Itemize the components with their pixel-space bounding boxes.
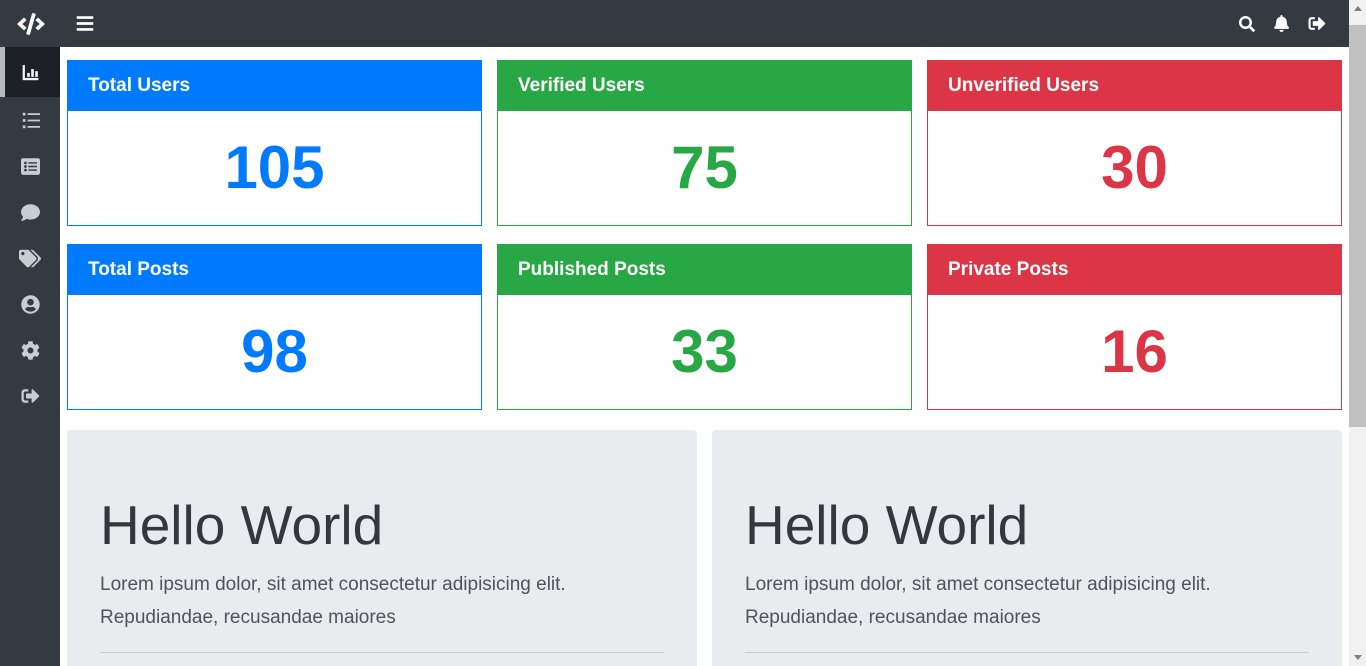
vertical-scrollbar[interactable]: [1349, 0, 1366, 666]
stat-card-body: 105: [68, 111, 481, 225]
stat-card-body: 30: [928, 111, 1341, 225]
stat-card-value: 98: [241, 318, 308, 385]
bars-icon: [75, 14, 95, 33]
list-icon: [21, 111, 40, 130]
brand-logo[interactable]: [17, 12, 45, 35]
jumbotron-lead: Lorem ipsum dolor, sit amet consectetur …: [100, 568, 664, 634]
divider: [100, 652, 664, 653]
stat-card-body: 98: [68, 295, 481, 409]
stat-card-body: 16: [928, 295, 1341, 409]
active-indicator: [0, 47, 5, 97]
stat-card-value: 75: [671, 134, 738, 201]
jumbotron-lead: Lorem ipsum dolor, sit amet consectetur …: [745, 568, 1309, 634]
stat-card-total-users: Total Users 105: [67, 60, 482, 226]
jumbotron: Hello World Lorem ipsum dolor, sit amet …: [712, 430, 1342, 666]
sidebar: [0, 47, 60, 666]
search-icon[interactable]: [1239, 15, 1255, 32]
stat-card-value: 16: [1101, 318, 1168, 385]
stat-card-header: Total Users: [68, 61, 481, 111]
stat-card-header: Verified Users: [498, 61, 911, 111]
sign-out-icon[interactable]: [1308, 15, 1326, 32]
gear-icon: [21, 340, 40, 360]
menu-toggle-button[interactable]: [75, 14, 95, 33]
bell-icon[interactable]: [1274, 15, 1289, 32]
list-alt-icon: [20, 157, 40, 176]
stat-card-body: 33: [498, 295, 911, 409]
sidebar-item-comments[interactable]: [0, 189, 60, 235]
stats-grid: Total Users 105 Verified Users 75 Unveri…: [67, 60, 1342, 410]
jumbotron-lead-line: Lorem ipsum dolor, sit amet consectetur …: [100, 574, 566, 595]
sidebar-item-profile[interactable]: [0, 281, 60, 327]
code-icon: [17, 12, 45, 35]
jumbotron: Hello World Lorem ipsum dolor, sit amet …: [67, 430, 697, 666]
sidebar-item-list[interactable]: [0, 97, 60, 143]
jumbotron-title: Hello World: [745, 494, 1029, 556]
divider: [745, 652, 1309, 653]
stat-card-unverified-users: Unverified Users 30: [927, 60, 1342, 226]
scrollbar-up-button[interactable]: [1349, 0, 1366, 17]
top-navbar: [0, 0, 1349, 47]
scrollbar-down-button[interactable]: [1349, 649, 1366, 666]
sidebar-item-list-alt[interactable]: [0, 143, 60, 189]
stat-card-value: 33: [671, 318, 738, 385]
comment-icon: [20, 203, 40, 222]
stat-card-published-posts: Published Posts 33: [497, 244, 912, 410]
stat-card-value: 30: [1101, 134, 1168, 201]
jumbotron-row: Hello World Lorem ipsum dolor, sit amet …: [67, 430, 1342, 666]
sidebar-item-logout[interactable]: [0, 373, 60, 419]
scrollbar-thumb[interactable]: [1349, 25, 1366, 427]
chart-bar-icon: [20, 62, 41, 83]
navbar-actions: [1239, 15, 1326, 32]
stat-card-header: Total Posts: [68, 245, 481, 295]
stat-card-total-posts: Total Posts 98: [67, 244, 482, 410]
sidebar-item-dashboard[interactable]: [0, 47, 60, 97]
stat-card-header: Unverified Users: [928, 61, 1341, 111]
main-content: Total Users 105 Verified Users 75 Unveri…: [60, 47, 1349, 666]
stat-card-header: Published Posts: [498, 245, 911, 295]
stat-card-value: 105: [224, 134, 325, 201]
user-circle-icon: [20, 294, 40, 314]
sidebar-item-settings[interactable]: [0, 327, 60, 373]
down-arrow-icon: [1353, 655, 1362, 660]
stat-card-private-posts: Private Posts 16: [927, 244, 1342, 410]
jumbotron-lead-line: Repudiandae, recusandae maiores: [100, 607, 396, 628]
sidebar-item-tags[interactable]: [0, 235, 60, 281]
stat-card-verified-users: Verified Users 75: [497, 60, 912, 226]
jumbotron-lead-line: Repudiandae, recusandae maiores: [745, 607, 1041, 628]
jumbotron-title: Hello World: [100, 494, 384, 556]
up-arrow-icon: [1353, 6, 1362, 11]
stat-card-body: 75: [498, 111, 911, 225]
jumbotron-lead-line: Lorem ipsum dolor, sit amet consectetur …: [745, 574, 1211, 595]
tags-icon: [19, 249, 41, 268]
sign-out-icon: [21, 387, 40, 405]
stat-card-header: Private Posts: [928, 245, 1341, 295]
